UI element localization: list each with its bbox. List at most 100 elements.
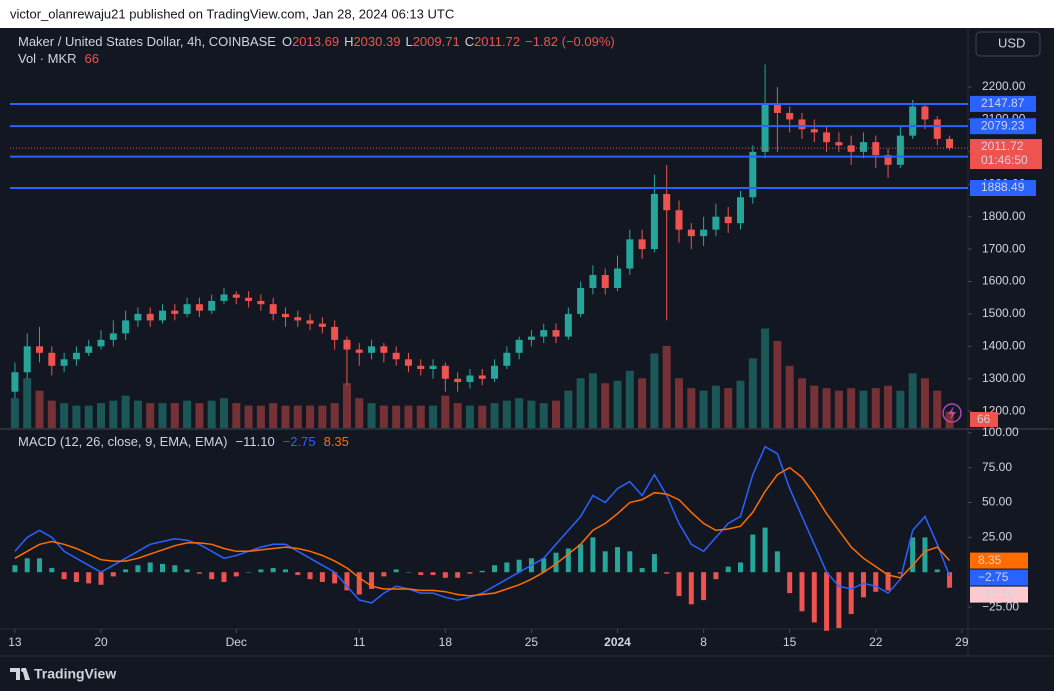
y-tick-label: 100.00 (982, 425, 1019, 439)
volume-bar (638, 378, 647, 428)
volume-bar (896, 390, 905, 428)
candle-body (466, 375, 474, 382)
x-tick-label: 11 (353, 635, 366, 649)
macd-histogram-bar (676, 572, 682, 596)
candle-body (220, 294, 228, 301)
candle-body (564, 313, 572, 337)
candle-body (294, 317, 302, 321)
volume-bar (109, 400, 118, 428)
macd-histogram-bar (49, 568, 55, 573)
volume-bar (244, 405, 253, 428)
volume-bar (256, 405, 265, 428)
candle-body (921, 106, 929, 120)
macd-histogram-bar (885, 572, 891, 591)
volume-value: 66 (85, 51, 99, 66)
candle-body (638, 239, 646, 250)
volume-bar (404, 405, 413, 428)
volume-bar (429, 405, 438, 428)
volume-bar (711, 385, 720, 428)
candle-body (134, 313, 142, 321)
volume-bar (146, 403, 155, 428)
candle-body (404, 359, 412, 366)
volume-bar (158, 403, 167, 428)
candle-body (85, 346, 93, 353)
volume-bar (761, 328, 770, 428)
macd-histogram-bar (147, 562, 153, 573)
macd-histogram-bar (750, 534, 756, 573)
volume-bar (515, 398, 524, 428)
candle-body (269, 304, 277, 314)
volume-bar (121, 395, 130, 428)
volume-bar (367, 403, 376, 428)
candle-body (687, 229, 695, 237)
alert-bolt[interactable] (948, 406, 956, 420)
candle-body (171, 310, 179, 314)
macd-histogram-bar (848, 572, 854, 615)
candle-body (503, 352, 511, 366)
currency-button[interactable] (975, 31, 1041, 57)
volume-bar (773, 340, 782, 428)
candle-body (23, 346, 31, 373)
macd-histogram-bar (37, 558, 43, 573)
macd-histogram-bar (553, 552, 559, 573)
candle-body (368, 346, 376, 353)
macd-histogram-bar (135, 565, 141, 573)
y-tick-label: 1600.00 (982, 274, 1026, 288)
alert-icon[interactable] (942, 403, 962, 423)
macd-histogram-bar (799, 572, 805, 612)
volume-bar (945, 411, 954, 428)
volume-bar (318, 405, 327, 428)
macd-histogram-bar (159, 563, 165, 573)
candle-body (712, 216, 720, 230)
y-tick-label: 1400.00 (982, 338, 1026, 352)
level-label: 1888.49 (981, 180, 1025, 194)
volume-bar (35, 390, 44, 428)
candle-body (355, 349, 363, 353)
volume-bar (84, 405, 93, 428)
volume-bar (908, 373, 917, 428)
volume-bar (330, 403, 339, 428)
volume-bar (478, 405, 487, 428)
volume-bar (72, 405, 81, 428)
macd-histogram-bar (467, 572, 473, 574)
macd-histogram-bar (774, 551, 780, 573)
x-tick-label: 18 (439, 635, 453, 649)
level-label: 2079.23 (981, 118, 1025, 132)
macd-hist-value: −11.10 (236, 434, 275, 449)
alert-ring[interactable] (942, 403, 962, 423)
candle-body (429, 365, 437, 370)
candle-body (700, 229, 708, 237)
candle-body (245, 297, 253, 301)
x-tick-label: 22 (869, 635, 883, 649)
volume-bar (588, 373, 597, 428)
macd-histogram-bar (762, 527, 768, 573)
volume-bar (133, 400, 142, 428)
ohlc-value: 2013.69 (292, 34, 339, 49)
candle-body (122, 320, 130, 334)
candle-body (933, 119, 941, 139)
macd-histogram-bar (910, 537, 916, 573)
macd-histogram-bar (787, 572, 793, 594)
candle-body (786, 112, 794, 120)
candle-body (392, 352, 400, 360)
level-label: 2147.87 (981, 96, 1025, 110)
volume-legend: Vol · MKR 66 (18, 51, 99, 66)
currency[interactable]: USD (998, 35, 1025, 50)
macd-histogram-bar (344, 572, 350, 591)
brand-name: TradingView (34, 666, 116, 682)
candle-body (343, 339, 351, 350)
candle-body (577, 287, 585, 314)
macd-histogram-bar (221, 572, 227, 582)
macd-histogram-bar (455, 572, 461, 578)
header-bar (0, 0, 1054, 28)
macd-histogram-bar (393, 569, 399, 573)
x-tick-label: Dec (226, 635, 247, 649)
volume-bar (379, 405, 388, 428)
candle-body (552, 330, 560, 337)
volume-bar (675, 378, 684, 428)
x-tick-label: 20 (94, 635, 108, 649)
macd-histogram-bar (61, 572, 67, 580)
macd-histogram-bar (332, 572, 338, 584)
macd-histogram-bar (651, 554, 657, 573)
